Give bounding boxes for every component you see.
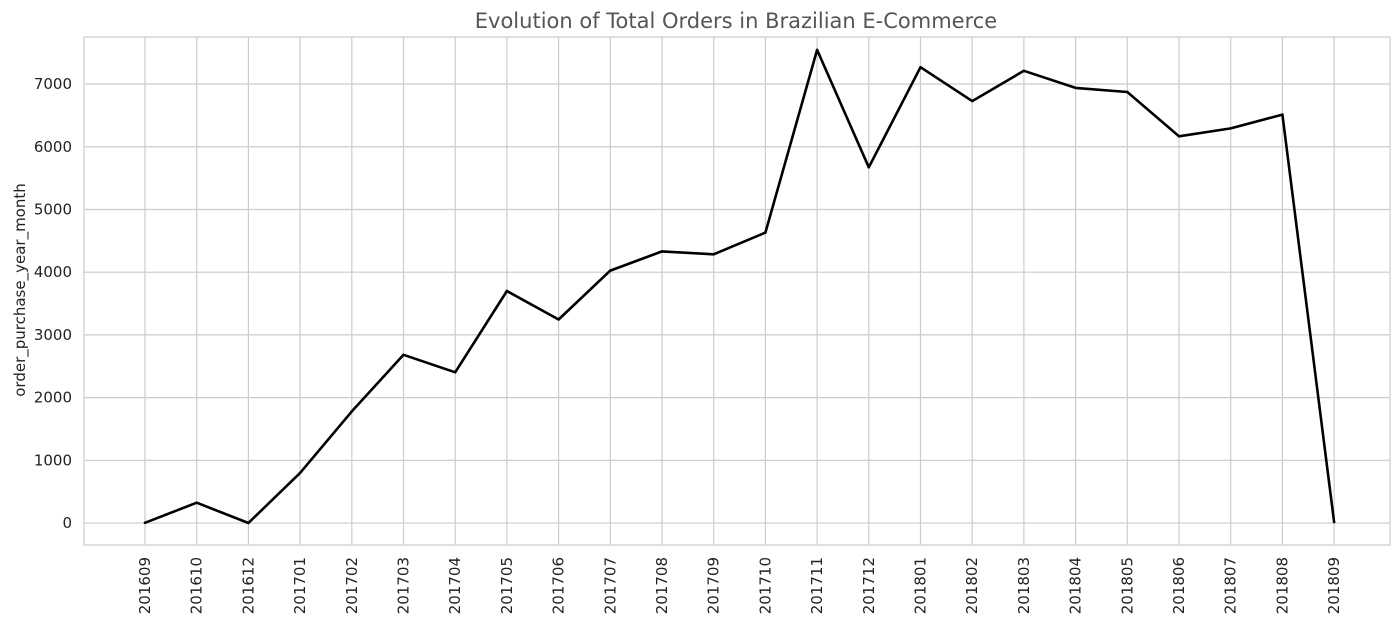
x-tick-label: 201706	[550, 557, 568, 614]
x-tick-label: 201712	[860, 557, 878, 614]
x-tick-label: 201803	[1015, 557, 1033, 614]
data-point	[402, 353, 405, 356]
data-point	[660, 250, 664, 253]
data-point	[815, 48, 819, 52]
data-point	[505, 289, 509, 293]
data-point	[1177, 135, 1181, 138]
data-point	[557, 318, 560, 321]
y-tick-label: 6000	[34, 138, 72, 156]
data-point	[712, 253, 715, 256]
x-tick-label: 201705	[498, 557, 516, 614]
x-tick-label: 201609	[136, 557, 154, 614]
x-tick-label: 201802	[963, 557, 981, 614]
series-layer	[143, 48, 1336, 525]
data-point	[919, 66, 922, 69]
x-tick-label: 201809	[1325, 557, 1343, 614]
x-tick-label: 201804	[1067, 557, 1085, 614]
data-point	[1074, 86, 1077, 90]
plot-frame	[83, 36, 1391, 546]
x-tick-label: 201807	[1222, 557, 1240, 614]
y-tick-label: 7000	[34, 75, 72, 93]
data-point	[454, 371, 457, 374]
x-tick-label: 201704	[446, 557, 464, 614]
y-axis-ticks: 0 1000 2000 3000 4000 5000 6000 7000	[34, 75, 72, 532]
data-point	[764, 231, 767, 234]
y-tick-label: 2000	[34, 389, 72, 407]
x-tick-label: 201707	[601, 557, 619, 614]
grid	[84, 37, 1390, 545]
data-point	[971, 99, 974, 103]
x-tick-label: 201808	[1273, 557, 1291, 614]
data-point	[247, 521, 250, 525]
y-tick-label: 1000	[34, 451, 72, 469]
x-tick-label: 201806	[1170, 557, 1188, 614]
x-tick-label: 201805	[1118, 557, 1136, 614]
x-axis-ticks: 201609 201610 201612 201701 201702 201703 2017…	[136, 557, 1343, 614]
series-line-orders	[143, 48, 1336, 525]
y-axis-label: order_purchase_year_month	[11, 183, 30, 397]
y-tick-label: 3000	[34, 326, 72, 344]
data-point	[143, 521, 147, 524]
data-point	[1229, 127, 1232, 130]
y-tick-label: 0	[62, 514, 72, 532]
x-tick-label: 201702	[343, 557, 361, 614]
x-tick-label: 201710	[756, 557, 774, 614]
data-point	[1022, 69, 1026, 73]
data-point	[1281, 113, 1284, 116]
x-tick-label: 201711	[808, 557, 826, 614]
x-tick-label: 201703	[395, 557, 413, 614]
x-tick-label: 201709	[705, 557, 723, 614]
x-tick-label: 201801	[912, 557, 930, 614]
x-tick-label: 201610	[188, 557, 206, 614]
data-point	[1126, 90, 1129, 94]
x-tick-label: 201701	[291, 557, 309, 614]
data-point	[298, 471, 302, 475]
data-point	[1332, 520, 1336, 524]
y-tick-label: 5000	[34, 200, 72, 218]
x-tick-label: 201708	[653, 557, 671, 614]
data-point	[195, 501, 198, 504]
data-point	[350, 410, 353, 413]
data-point	[609, 269, 612, 272]
x-tick-label: 201612	[239, 557, 257, 614]
data-point	[867, 166, 870, 169]
chart-title: Evolution of Total Orders in Brazilian E…	[475, 9, 997, 33]
y-tick-label: 4000	[34, 263, 72, 281]
